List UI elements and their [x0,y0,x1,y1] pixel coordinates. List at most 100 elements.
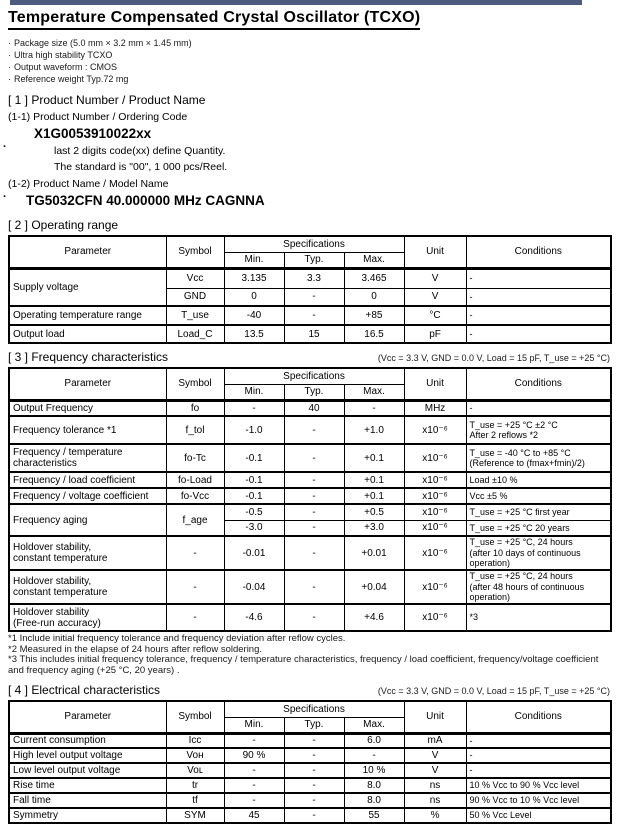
cell-min: -4.6 [223,603,285,632]
cell-max: - [343,398,405,417]
cell-typ: - [283,471,345,489]
col-header-typ: Typ. [283,716,345,734]
cell-unit: V [403,287,467,307]
table-row: Frequency / voltage coefficient fo-Vcc -… [8,487,612,505]
cell-typ: - [283,731,345,749]
cell-symbol: tr [165,777,225,794]
cell-conditions: - [465,266,612,289]
cell-min: - [223,762,285,779]
cell-symbol: T_use [165,305,225,326]
cell-max: +85 [343,305,405,326]
feature-text: Output waveform : CMOS [14,62,118,72]
cell-typ: - [283,603,345,632]
cell-conditions: - [465,305,612,326]
ordering-note-2: The standard is "00", 1 000 pcs/Reel. [54,161,228,173]
cell-min: -0.1 [223,471,285,489]
bullet-dot: · [8,62,11,72]
col-header-unit: Unit [403,700,467,734]
cell-typ: - [283,519,345,537]
cell-min: 90 % [223,747,285,764]
page-title: Temperature Compensated Crystal Oscillat… [8,9,421,30]
cell-symbol: f_tol [165,415,225,445]
cell-parameter: Frequency / voltage coefficient [8,487,167,505]
cell-min: - [223,731,285,749]
cell-min: -0.1 [223,443,285,473]
section-4-heading: [ 4 ] Electrical characteristics [8,683,161,697]
cell-min: -0.04 [223,569,285,605]
cell-unit: x10⁻⁶ [403,443,467,473]
col-header-symbol: Symbol [165,700,225,734]
cell-min: -3.0 [223,519,285,537]
ordering-note-1: last 2 digits code(xx) define Quantity. [54,145,226,157]
cell-parameter: Holdover stability, constant temperature [8,535,167,571]
cell-parameter: Fall time [8,792,167,809]
cell-symbol: Load_C [165,324,225,344]
cell-parameter: Operating temperature range [8,305,167,326]
cell-conditions: T_use = +25 °C first year [465,503,612,521]
table-row: Rise time tr - - 8.0 ns 10 % Vcc to 90 %… [8,777,612,794]
cell-min: 45 [223,807,285,824]
table-row: Frequency tolerance *1 f_tol -1.0 - +1.0… [8,415,612,445]
cell-symbol: - [165,535,225,571]
cell-symbol: fo-Vcc [165,487,225,505]
col-header-max: Max. [343,716,405,734]
section-3-heading-row: [ 3 ] Frequency characteristics (Vcc = 3… [8,350,610,364]
cell-unit: x10⁻⁶ [403,519,467,537]
feature-text: Reference weight Typ.72 mg [14,74,129,84]
cell-symbol: f_age [165,503,225,537]
table-subheader-row: Min. Typ. Max. [9,251,611,269]
cell-symbol: GND [165,287,225,307]
cell-conditions: 90 % Vcc to 10 % Vcc level [465,792,612,809]
footnote-2: *2 Measured in the elapse of 24 hours af… [8,643,263,655]
cell-symbol: - [165,603,225,632]
cell-conditions: 10 % Vcc to 90 % Vcc level [465,777,612,794]
cell-min: - [223,792,285,809]
col-header-conditions: Conditions [465,235,612,269]
table-row: Current consumption Icc - - 6.0 mA - [8,731,612,749]
cell-unit: ns [403,777,467,794]
cell-max: - [343,747,405,764]
table-row: Output Frequency fo - 40 - MHz - [8,398,612,417]
table-row: Holdover stability, constant temperature… [8,535,612,571]
cell-conditions: Vcc ±5 % [465,487,612,505]
footnote-block: *1 Include initial frequency tolerance a… [8,633,610,676]
table-header-row: Parameter Symbol Specifications Unit Con… [8,235,612,269]
col-header-max: Max. [343,383,405,401]
cell-unit: pF [403,324,467,344]
table-row: Frequency aging f_age -0.5 - +0.5 x10⁻⁶ … [8,503,612,537]
cell-parameter: Holdover stability, constant temperature [8,569,167,605]
cell-unit: V [403,762,467,779]
feature-text: Package size (5.0 mm × 3.2 mm × 1.45 mm) [14,38,192,48]
cell-min: - [223,777,285,794]
cell-conditions: - [465,762,612,779]
footnote-1: *1 Include initial frequency tolerance a… [8,633,346,644]
cell-min: - [223,398,285,417]
model-name: TG5032CFN 40.000000 MHz CAGNNA [26,193,265,208]
col-header-specifications: Specifications [223,700,405,718]
cell-min: -40 [223,305,285,326]
cell-symbol: fo [165,398,225,417]
cell-parameter: Symmetry [8,807,167,824]
cell-symbol: - [165,569,225,605]
cell-max: +3.0 [343,519,405,537]
col-header-specifications: Specifications [223,367,405,385]
section-2-heading: [ 2 ] Operating range [8,218,119,232]
cell-unit: V [403,266,467,289]
cell-max: 8.0 [343,792,405,809]
cell-conditions: T_use = +25 °C ±2 °C After 2 reflows *2 [465,415,612,445]
col-header-specifications: Specifications [223,235,405,253]
margin-dot: . [3,188,7,200]
col-header-unit: Unit [403,367,467,401]
cell-max: 55 [343,807,405,824]
col-header-parameter: Parameter [8,700,167,734]
cell-min: 13.5 [223,324,285,344]
cell-unit: °C [403,305,467,326]
col-header-typ: Typ. [283,383,345,401]
feature-item: · Ultra high stability TCXO [8,49,610,61]
cell-parameter: Frequency / load coefficient [8,471,167,489]
cell-conditions: T_use = +25 °C 20 years [465,519,612,537]
conditions-note: (Vcc = 3.3 V, GND = 0.0 V, Load = 15 pF,… [377,353,610,363]
cell-typ: - [283,443,345,473]
cell-max: 0 [343,287,405,307]
